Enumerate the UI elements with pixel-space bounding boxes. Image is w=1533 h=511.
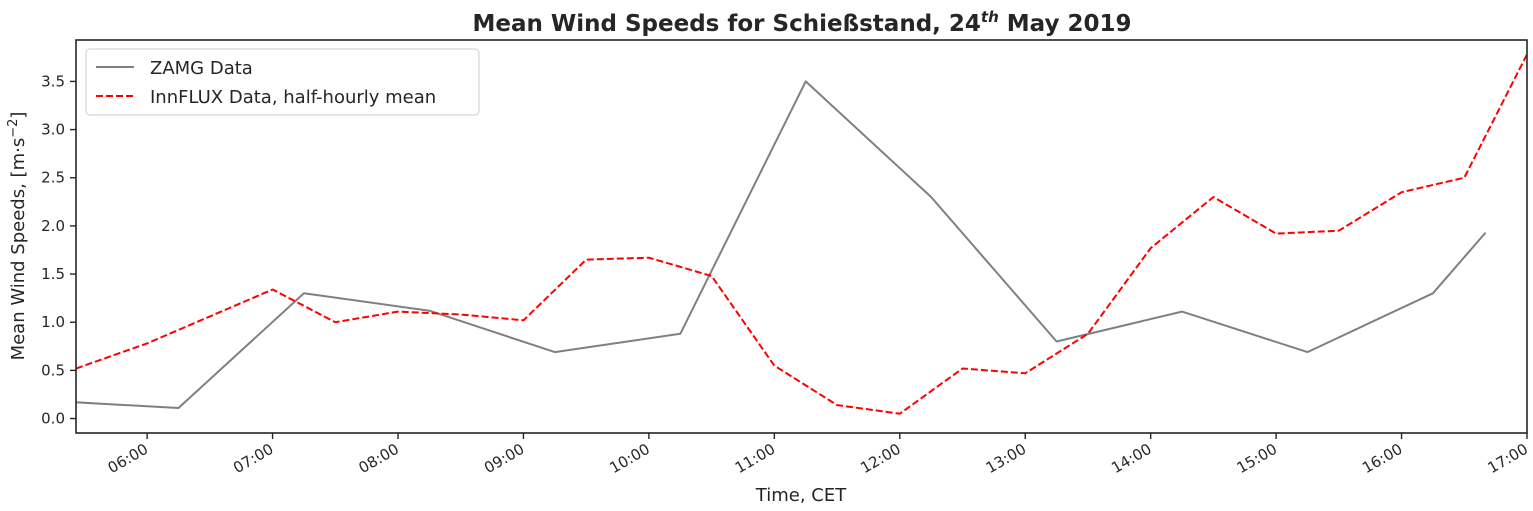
x-axis-label: Time, CET (755, 485, 847, 506)
y-tick-label: 2.5 (41, 169, 65, 187)
plot-frame (75, 39, 1528, 434)
legend-label-innflux: InnFLUX Data, half-hourly mean (150, 87, 436, 108)
x-tick-label: 07:00 (230, 440, 276, 477)
plot-area (75, 39, 1528, 434)
x-tick-label: 08:00 (356, 440, 402, 477)
x-tick-label: 09:00 (481, 440, 527, 477)
y-axis-label: Mean Wind Speeds, [m·s−2] (6, 112, 29, 361)
series-line-zamg (76, 80, 1487, 409)
x-tick-label: 17:00 (1485, 440, 1531, 477)
y-tick-label: 1.0 (41, 313, 65, 331)
legend-box (85, 48, 480, 116)
y-tick-label: 3.5 (41, 72, 65, 90)
x-tick-label: 12:00 (857, 440, 903, 477)
legend-label-zamg: ZAMG Data (150, 58, 253, 79)
x-tick-label: 11:00 (732, 440, 778, 477)
legend: ZAMG Data InnFLUX Data, half-hourly mean (85, 48, 480, 116)
y-tick-label: 1.5 (41, 265, 65, 283)
chart-title: Mean Wind Speeds for Schießstand, 24th M… (472, 8, 1131, 37)
x-tick-label: 15:00 (1234, 440, 1280, 477)
x-tick-label: 16:00 (1359, 440, 1405, 477)
x-tick-label: 13:00 (983, 440, 1029, 477)
x-axis: 06:00 07:00 08:00 09:00 10:00 11:00 12:00 13:00… (105, 433, 1531, 477)
y-tick-label: 3.0 (41, 121, 65, 139)
series-line-innflux (76, 53, 1527, 415)
series-layer (76, 53, 1527, 415)
y-tick-label: 0.5 (41, 361, 65, 379)
y-tick-label: 2.0 (41, 217, 65, 235)
y-tick-label: 0.0 (41, 410, 65, 428)
y-axis: 0.0 0.5 1.0 1.5 2.0 2.5 3.0 3.5 (41, 72, 76, 428)
x-tick-label: 06:00 (105, 440, 151, 477)
x-tick-label: 14:00 (1108, 440, 1154, 477)
x-tick-label: 10:00 (606, 440, 652, 477)
